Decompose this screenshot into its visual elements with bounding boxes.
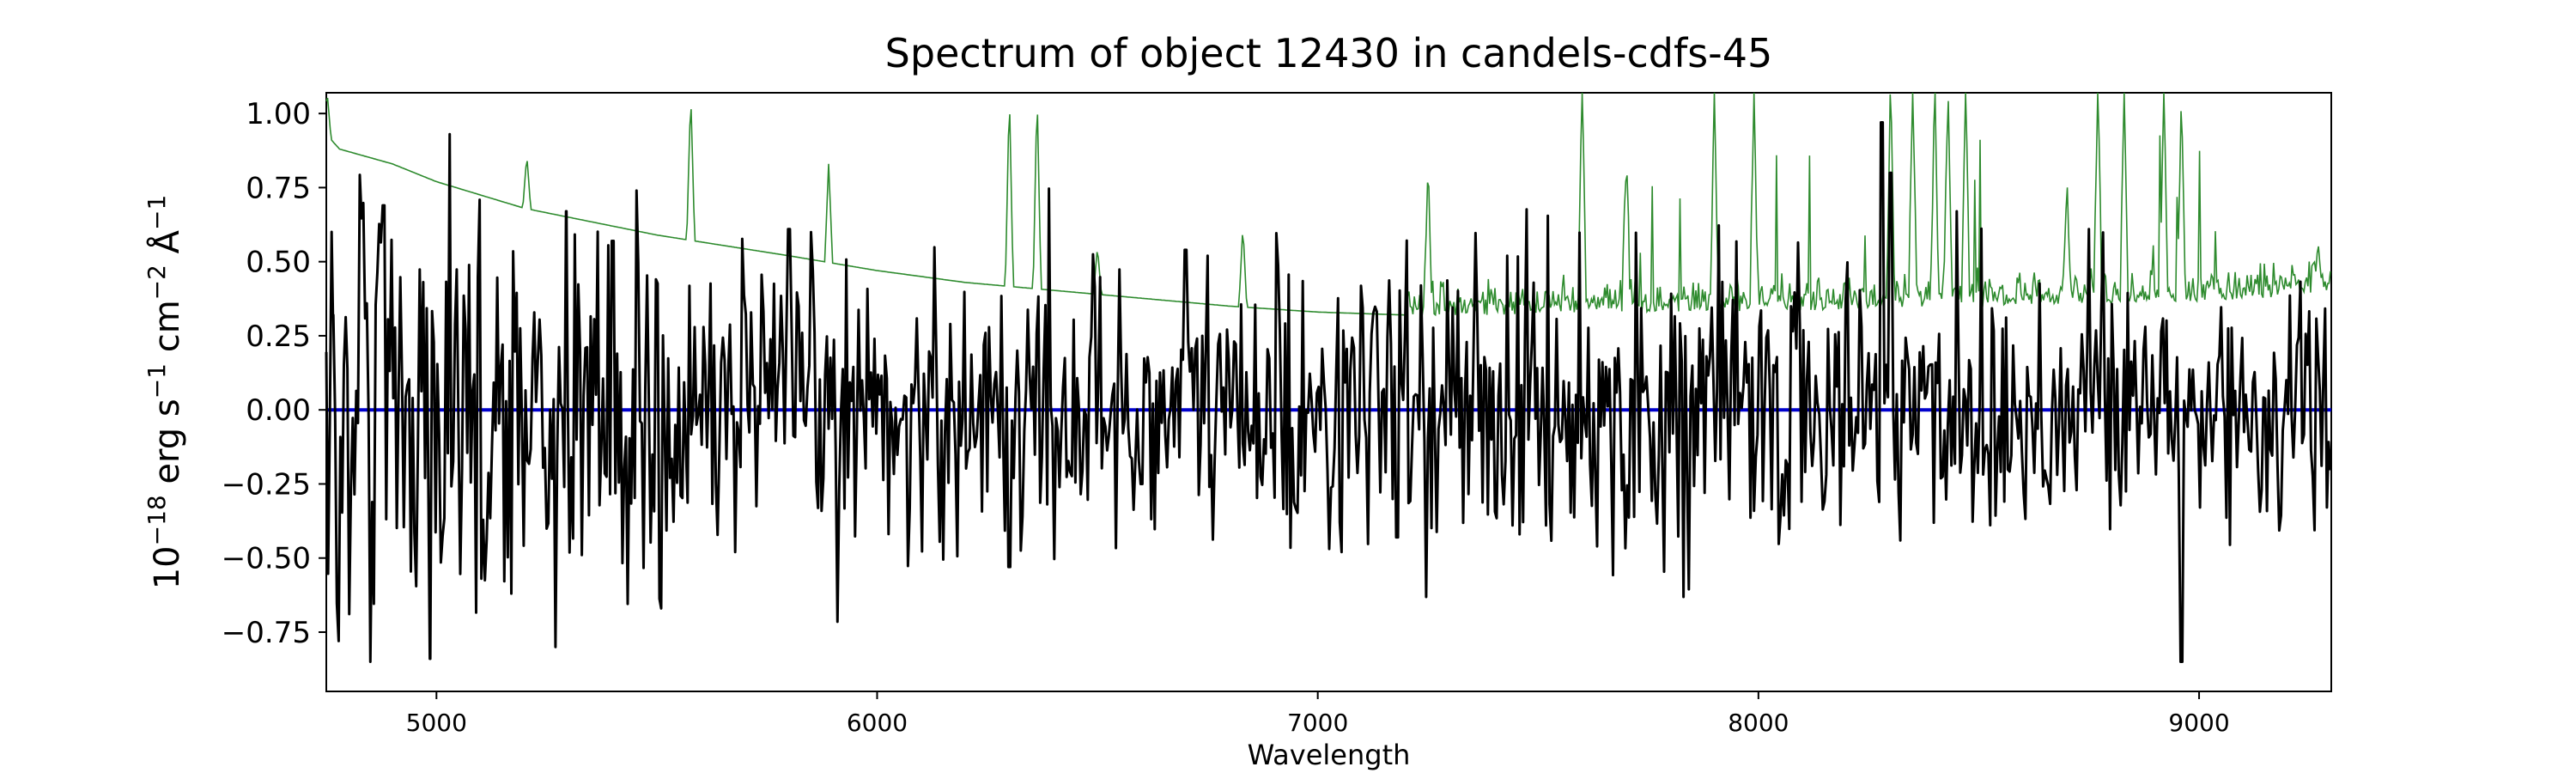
x-tick-label: 6000	[847, 709, 908, 737]
y-tick-label: −0.50	[222, 542, 311, 576]
y-axis-title-exponent: −1	[143, 195, 171, 230]
x-tick-label: 8000	[1728, 709, 1789, 737]
x-tick-label: 7000	[1287, 709, 1348, 737]
x-axis-ticks: 5000 6000 7000 8000 9000	[406, 691, 2230, 737]
error-spectrum-group	[325, 92, 2331, 317]
y-axis-title-exponent: −2	[143, 265, 171, 300]
x-tick-label: 5000	[406, 709, 467, 737]
y-tick-label: 0.75	[246, 171, 311, 205]
y-axis-title-part: erg s	[148, 399, 187, 495]
y-axis-title-part: cm	[148, 300, 187, 363]
flux-spectrum-line	[325, 121, 2332, 663]
y-axis-title: 10−18 erg s−1 cm−2 Å−1	[143, 195, 187, 590]
x-axis-title: Wavelength	[1248, 739, 1411, 771]
y-axis-title-exponent: −18	[143, 495, 171, 545]
x-tick-label: 9000	[2168, 709, 2229, 737]
y-axis-title-part: Å	[146, 229, 187, 265]
y-tick-label: −0.75	[222, 616, 311, 650]
y-tick-label: 0.50	[246, 246, 311, 280]
y-tick-label: −0.25	[222, 467, 311, 502]
y-tick-label: 0.00	[246, 393, 311, 428]
chart-title: Spectrum of object 12430 in candels-cdfs…	[885, 30, 1773, 76]
y-tick-label: 1.00	[246, 97, 311, 131]
y-axis-title-part: 10	[148, 545, 187, 589]
error-spectrum-line	[325, 92, 2331, 317]
flux-spectrum-group	[325, 121, 2332, 663]
y-tick-label: 0.25	[246, 320, 311, 354]
y-axis-title-exponent: −1	[143, 363, 171, 399]
y-axis-ticks: −0.75 −0.50 −0.25 0.00 0.25 0.50 0.75 1.00	[222, 97, 326, 650]
